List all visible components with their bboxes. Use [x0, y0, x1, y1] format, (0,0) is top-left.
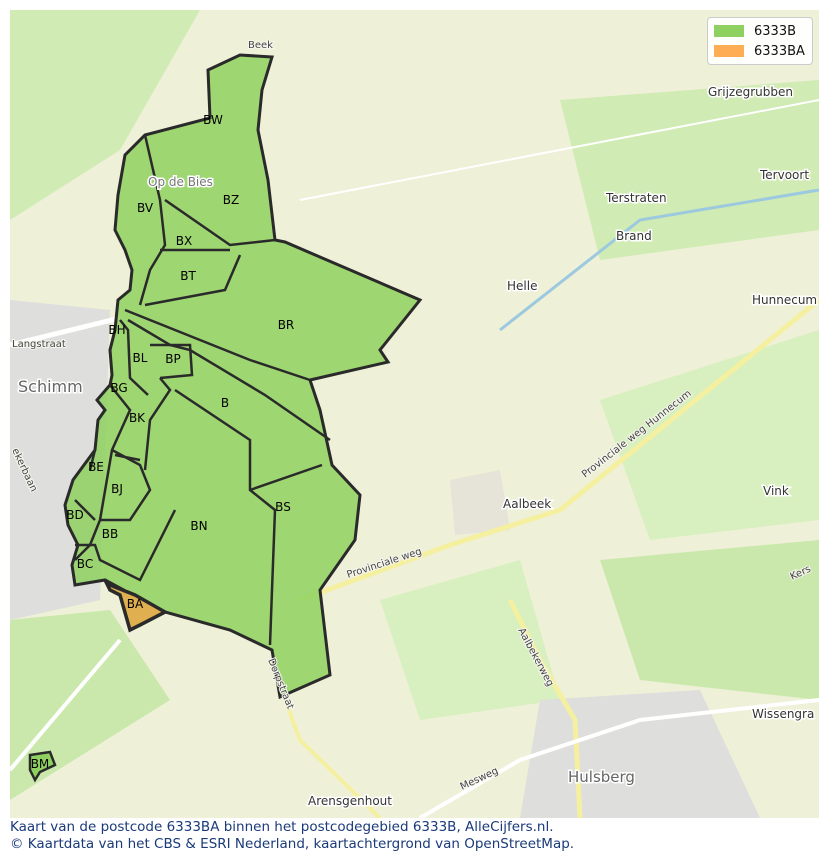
place-vink: Vink	[763, 484, 789, 498]
label-bj: BJ	[111, 482, 123, 496]
place-op-de-bies: Op de Bies	[148, 175, 213, 189]
postcode-labels: BW BV BZ BX BT BR BH BL BP BG B BK BE BJ…	[31, 113, 295, 771]
label-bh: BH	[108, 323, 125, 337]
place-terstraten: Terstraten	[605, 191, 667, 205]
label-be: BE	[88, 460, 104, 474]
label-bw: BW	[203, 113, 223, 127]
legend-item-6333ba: 6333BA	[714, 43, 805, 59]
label-bb: BB	[102, 527, 118, 541]
caption: Kaart van de postcode 6333BA binnen het …	[10, 819, 554, 835]
legend-label: 6333B	[754, 23, 797, 39]
place-hulsberg: Hulsberg	[568, 768, 635, 786]
region-boundaries	[74, 134, 331, 646]
legend: 6333B 6333BA	[707, 17, 813, 65]
region-6333b-outline[interactable]	[63, 53, 423, 700]
label-bs: BS	[275, 500, 291, 514]
label-bv: BV	[137, 201, 154, 215]
place-wissengrac: Wissengra	[752, 707, 814, 721]
label-bd: BD	[66, 508, 83, 522]
label-bx: BX	[176, 234, 192, 248]
label-bp: BP	[165, 352, 180, 366]
place-langstraat: Langstraat	[12, 339, 66, 350]
label-bz: BZ	[223, 193, 239, 207]
place-tervoort: Tervoort	[759, 168, 809, 182]
footer: Kaart van de postcode 6333BA binnen het …	[10, 819, 574, 853]
place-beek: Beek	[248, 40, 273, 51]
legend-item-6333b: 6333B	[714, 23, 796, 39]
attribution: © Kaartdata van het CBS & ESRI Nederland…	[10, 836, 575, 852]
place-labels: Grijzegrubben Terstraten Tervoort Brand …	[11, 39, 819, 810]
label-bt: BT	[180, 269, 196, 283]
place-arensgenhout: Arensgenhout	[308, 794, 392, 808]
label-bm: BM	[31, 757, 50, 771]
place-aalbeek: Aalbeek	[503, 497, 551, 511]
label-bl: BL	[133, 351, 148, 365]
label-bg: BG	[110, 381, 127, 395]
region-6333ba[interactable]	[103, 578, 169, 633]
legend-label: 6333BA	[754, 43, 805, 59]
legend-swatch	[714, 45, 744, 57]
legend-swatch	[714, 25, 744, 37]
label-bc: BC	[77, 557, 93, 571]
place-brand: Brand	[616, 229, 652, 243]
map-canvas: Grijzegrubben Terstraten Tervoort Brand …	[10, 10, 819, 818]
map[interactable]: Grijzegrubben Terstraten Tervoort Brand …	[10, 10, 819, 818]
place-schimmert: Schimm	[18, 377, 83, 396]
place-helle: Helle	[507, 279, 537, 293]
place-grijzegrubben: Grijzegrubben	[708, 85, 793, 99]
label-ba: BA	[127, 597, 144, 611]
region-bm[interactable]	[28, 750, 57, 783]
label-bn: BN	[190, 519, 207, 533]
place-hunnecum: Hunnecum	[752, 293, 817, 307]
label-b: B	[221, 396, 229, 410]
label-bk: BK	[129, 411, 146, 425]
roads	[10, 99, 819, 818]
label-br: BR	[278, 318, 295, 332]
